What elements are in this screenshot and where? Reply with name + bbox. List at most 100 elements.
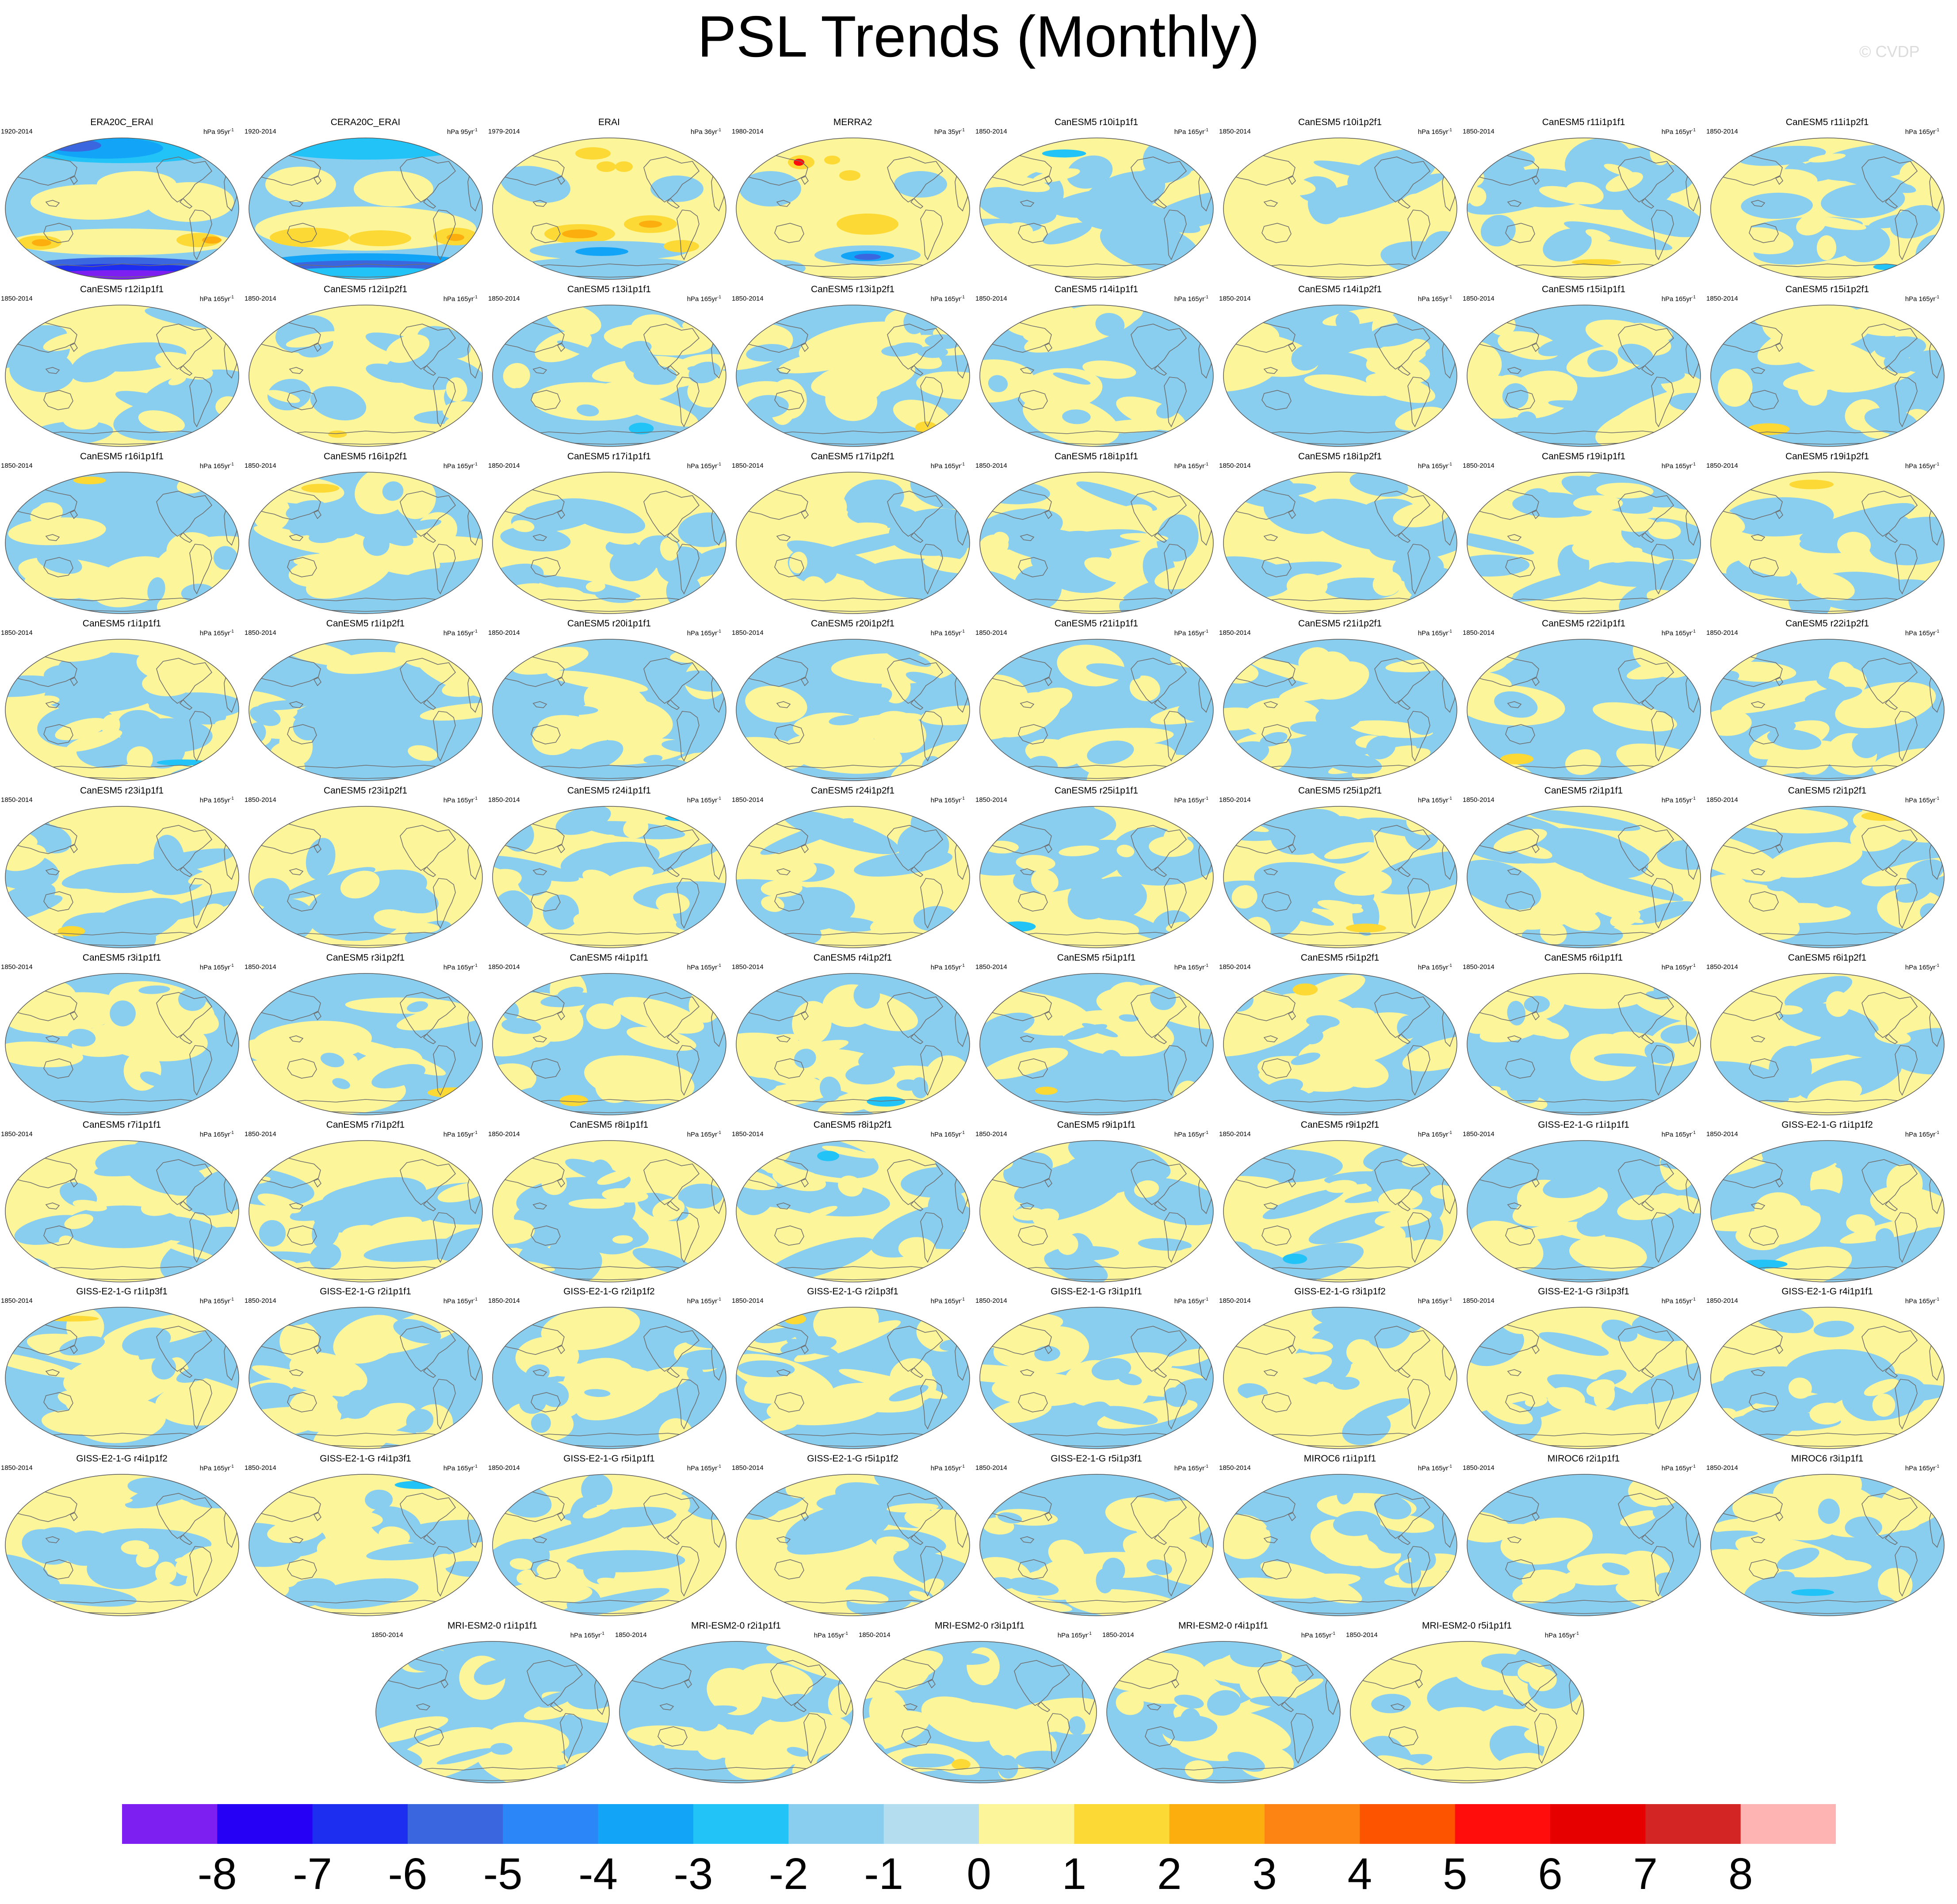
panel-units: hPa 165yr-1 (1174, 1464, 1208, 1472)
continent-outline (455, 817, 472, 832)
panel-units: hPa 165yr-1 (1661, 462, 1696, 470)
map-border (492, 639, 726, 781)
continent-outline (1154, 1534, 1167, 1545)
panel-units: hPa 165yr-1 (1418, 629, 1452, 637)
map-panel: CanESM5 r1i1p1f1 1850-2014 hPa 165yr-1 (0, 618, 244, 785)
trend-map (1710, 472, 1945, 614)
continent-outline (189, 544, 212, 595)
trend-contours (736, 138, 970, 279)
continent-outline (1131, 658, 1187, 704)
continent-outline (776, 868, 791, 875)
continent-outline (1651, 878, 1674, 929)
trend-map (736, 472, 970, 614)
panel-title: GISS-E2-1-G r2i1p1f2 (563, 1286, 655, 1297)
continent-outline (1154, 866, 1167, 877)
continent-outline (189, 1212, 212, 1263)
continent-outline (1069, 1652, 1086, 1667)
map-panel: CanESM5 r23i1p2f1 1850-2014 hPa 165yr-1 (244, 785, 487, 952)
panel-period: 1850-2014 (488, 1464, 520, 1472)
continent-outline (942, 149, 959, 164)
continent-outline (1154, 365, 1167, 376)
map-panel: GISS-E2-1-G r1i1p3f1 1850-2014 hPa 165yr-1 (0, 1286, 244, 1453)
continent-outline (903, 1703, 918, 1710)
continent-outline (920, 1546, 943, 1597)
map-panel: MRI-ESM2-0 r3i1p1f1 1850-2014 hPa 165yr-1 (858, 1620, 1101, 1787)
panel-units: hPa 165yr-1 (1418, 1130, 1452, 1138)
map-border (5, 305, 239, 447)
continent-outline (1186, 149, 1203, 164)
continent-outline (643, 1326, 700, 1372)
continent-outline (433, 544, 456, 595)
panel-title: CERA20C_ERAI (330, 117, 401, 127)
continent-outline (1775, 176, 1784, 185)
continent-outline (423, 1033, 436, 1044)
panel-title: CanESM5 r18i1p1f1 (1054, 451, 1139, 462)
map-panel: CanESM5 r22i1p1f1 1850-2014 hPa 165yr-1 (1462, 618, 1705, 785)
trend-map (248, 472, 483, 614)
continent-outline (1895, 1379, 1918, 1430)
continent-outline (287, 1392, 317, 1412)
map-panel: ERA20C_ERAI 1920-2014 hPa 95yr-1 (0, 116, 244, 283)
continent-outline (1154, 532, 1167, 543)
trend-map (248, 305, 483, 447)
continent-outline (1263, 200, 1278, 207)
panel-units: hPa 165yr-1 (1057, 1631, 1092, 1639)
panel-title: MERRA2 (833, 117, 872, 127)
panel-title: ERA20C_ERAI (90, 117, 153, 127)
trend-map (1223, 806, 1457, 948)
trend-contours (619, 1641, 853, 1783)
trend-map (375, 1641, 610, 1783)
continent-outline (423, 532, 436, 543)
trend-map (979, 305, 1214, 447)
panel-title: CanESM5 r5i1p2f1 (1300, 953, 1380, 963)
trend-map (1710, 305, 1945, 447)
trend-contours (1467, 138, 1701, 279)
trend-map (979, 1474, 1214, 1616)
continent-outline (643, 1159, 700, 1205)
continent-outline (156, 491, 213, 537)
continent-outline (1263, 1536, 1278, 1543)
colorbar-swatch (408, 1804, 503, 1844)
continent-outline (45, 1536, 60, 1543)
continent-outline (643, 1493, 700, 1539)
panel-units: hPa 165yr-1 (199, 1130, 234, 1138)
trend-map (736, 137, 970, 280)
panel-units: hPa 165yr-1 (1905, 462, 1939, 470)
trend-map (5, 1307, 239, 1449)
continent-outline (666, 1033, 680, 1044)
continent-outline (557, 1011, 566, 1021)
continent-outline (1884, 1367, 1898, 1378)
continent-outline (677, 544, 699, 595)
panel-units: hPa 165yr-1 (1418, 963, 1452, 971)
continent-outline (666, 1367, 680, 1378)
continent-outline (910, 1534, 924, 1545)
panel-title: CanESM5 r2i1p2f1 (1788, 786, 1867, 796)
map-panel: CanESM5 r25i1p2f1 1850-2014 hPa 165yr-1 (1218, 785, 1462, 952)
continent-outline (189, 377, 212, 427)
continent-outline (433, 1379, 456, 1430)
map-border (1467, 1474, 1701, 1616)
panel-title: CanESM5 r23i1p2f1 (323, 786, 408, 796)
continent-outline (887, 491, 944, 537)
continent-outline (156, 825, 213, 871)
map-panel: GISS-E2-1-G r2i1p1f1 1850-2014 hPa 165yr-1 (244, 1286, 487, 1453)
continent-outline (920, 711, 943, 762)
panel-title: MRI-ESM2-0 r2i1p1f1 (691, 1621, 781, 1631)
continent-outline (1020, 367, 1035, 374)
panel-period: 1850-2014 (1, 963, 33, 971)
panel-title: GISS-E2-1-G r1i1p1f1 (1538, 1120, 1629, 1130)
trend-map (979, 973, 1214, 1115)
continent-outline (677, 1045, 699, 1096)
continent-outline (179, 1200, 193, 1211)
map-border (1223, 1307, 1457, 1449)
panel-period: 1979-2014 (488, 128, 520, 135)
continent-outline (1531, 1345, 1540, 1355)
map-panel: CanESM5 r9i1p1f1 1850-2014 hPa 165yr-1 (975, 1119, 1218, 1286)
colorbar-swatch (883, 1804, 979, 1844)
trend-contours (376, 1641, 609, 1783)
continent-outline (1895, 377, 1918, 427)
continent-outline (531, 1058, 561, 1079)
continent-outline (1673, 483, 1690, 498)
map-border (1106, 1641, 1341, 1783)
continent-outline (1020, 1369, 1035, 1376)
